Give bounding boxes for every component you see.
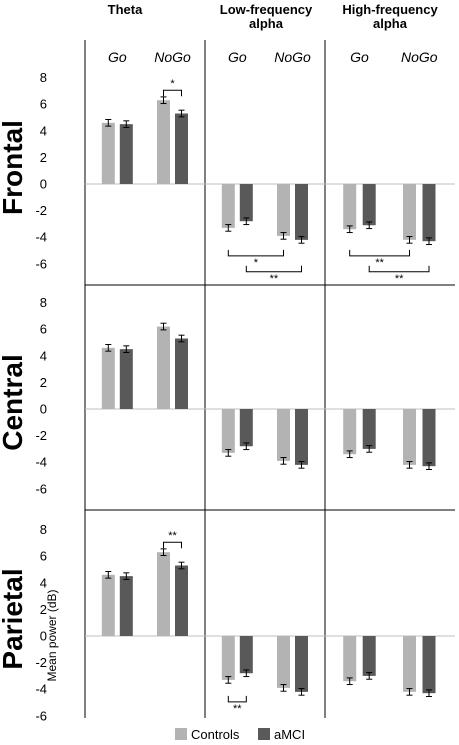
bar-amci: [239, 636, 253, 674]
y-tick-label: 8: [40, 70, 47, 85]
bar-controls: [277, 636, 290, 688]
significance-label: **: [168, 530, 177, 542]
y-tick-label: -4: [35, 682, 47, 697]
y-tick-label: 6: [40, 549, 47, 564]
bar-amci: [119, 576, 133, 636]
y-tick-label: 4: [40, 123, 47, 138]
significance-bracket: [163, 89, 182, 97]
legend: Controls aMCI: [175, 727, 305, 742]
y-tick-label: 2: [40, 375, 47, 390]
y-tick-label: 6: [40, 322, 47, 337]
significance-bracket: [245, 265, 302, 273]
significance-bracket: [163, 541, 182, 549]
band-title: Theta: [108, 2, 143, 17]
significance-bracket: [349, 249, 410, 257]
bar-controls: [221, 636, 235, 680]
bar-controls: [277, 184, 290, 236]
legend-label-amci: aMCI: [274, 727, 305, 742]
bar-controls: [157, 100, 170, 184]
significance-bracket: [368, 265, 430, 273]
y-tick-label: 2: [40, 602, 47, 617]
significance-label: **: [375, 257, 384, 269]
condition-label: Go: [228, 49, 247, 65]
bar-amci: [295, 184, 308, 240]
y-tick-label: -2: [35, 428, 47, 443]
bar-controls: [157, 552, 170, 636]
bar-controls: [157, 326, 170, 409]
bar-amci: [175, 565, 188, 636]
region-label: Central: [0, 354, 28, 450]
significance-label: *: [170, 78, 175, 90]
bar-controls: [101, 574, 115, 636]
bar-amci: [422, 636, 436, 694]
y-tick-label: 4: [40, 348, 47, 363]
legend-swatch-amci: [258, 728, 270, 740]
legend-swatch-controls: [175, 728, 187, 740]
y-tick-label: 8: [40, 295, 47, 310]
bar-amci: [362, 409, 376, 449]
bar-controls: [101, 347, 115, 409]
bar-amci: [175, 113, 188, 184]
bar-amci: [422, 184, 436, 242]
y-tick-label: -6: [35, 481, 47, 496]
bar-controls: [343, 184, 357, 230]
bar-controls: [277, 409, 290, 461]
y-tick-label: -4: [35, 230, 47, 245]
y-tick-label: 8: [40, 522, 47, 537]
bar-amci: [422, 409, 436, 467]
bar-amci: [295, 636, 308, 692]
legend-label-controls: Controls: [191, 727, 240, 742]
region-label: Frontal: [0, 120, 28, 215]
y-tick-label: 0: [40, 629, 47, 644]
condition-label: NoGo: [401, 49, 438, 65]
band-title: alpha: [249, 16, 284, 31]
bar-amci: [295, 409, 308, 465]
y-tick-label: 2: [40, 150, 47, 165]
y-tick-label: -4: [35, 455, 47, 470]
significance-label: *: [254, 257, 259, 269]
band-title: Low-frequency: [220, 2, 313, 17]
bar-amci: [119, 349, 133, 409]
y-tick-label: 0: [40, 402, 47, 417]
significance-bracket: [227, 249, 284, 257]
bar-amci: [119, 124, 133, 184]
significance-bracket: [227, 695, 247, 703]
region-label: Parietal: [0, 568, 28, 669]
bar-amci: [362, 184, 376, 226]
band-title: High-frequency: [342, 2, 438, 17]
condition-label: NoGo: [274, 49, 311, 65]
y-tick-label: 4: [40, 575, 47, 590]
bar-controls: [101, 122, 115, 184]
bar-controls: [403, 409, 416, 465]
bar-controls: [403, 184, 416, 240]
bar-amci: [362, 636, 376, 676]
bar-amci: [175, 338, 188, 409]
significance-label: **: [233, 703, 242, 715]
band-title: alpha: [373, 16, 408, 31]
bar-controls: [403, 636, 416, 692]
condition-label: Go: [350, 49, 369, 65]
significance-label: **: [395, 273, 404, 285]
bar-controls: [221, 184, 235, 228]
bar-controls: [343, 636, 357, 682]
y-tick-label: -6: [35, 708, 47, 723]
y-tick-label: -2: [35, 203, 47, 218]
condition-label: Go: [108, 49, 127, 65]
bar-controls: [343, 409, 357, 455]
significance-label: **: [270, 273, 279, 285]
bar-controls: [221, 409, 235, 453]
y-tick-label: -6: [35, 256, 47, 271]
condition-label: NoGo: [154, 49, 191, 65]
y-axis-label: Mean power (dB): [45, 589, 59, 681]
bar-amci: [239, 409, 253, 447]
y-tick-label: -2: [35, 655, 47, 670]
y-tick-label: 0: [40, 177, 47, 192]
y-tick-label: 6: [40, 97, 47, 112]
bar-amci: [239, 184, 253, 222]
